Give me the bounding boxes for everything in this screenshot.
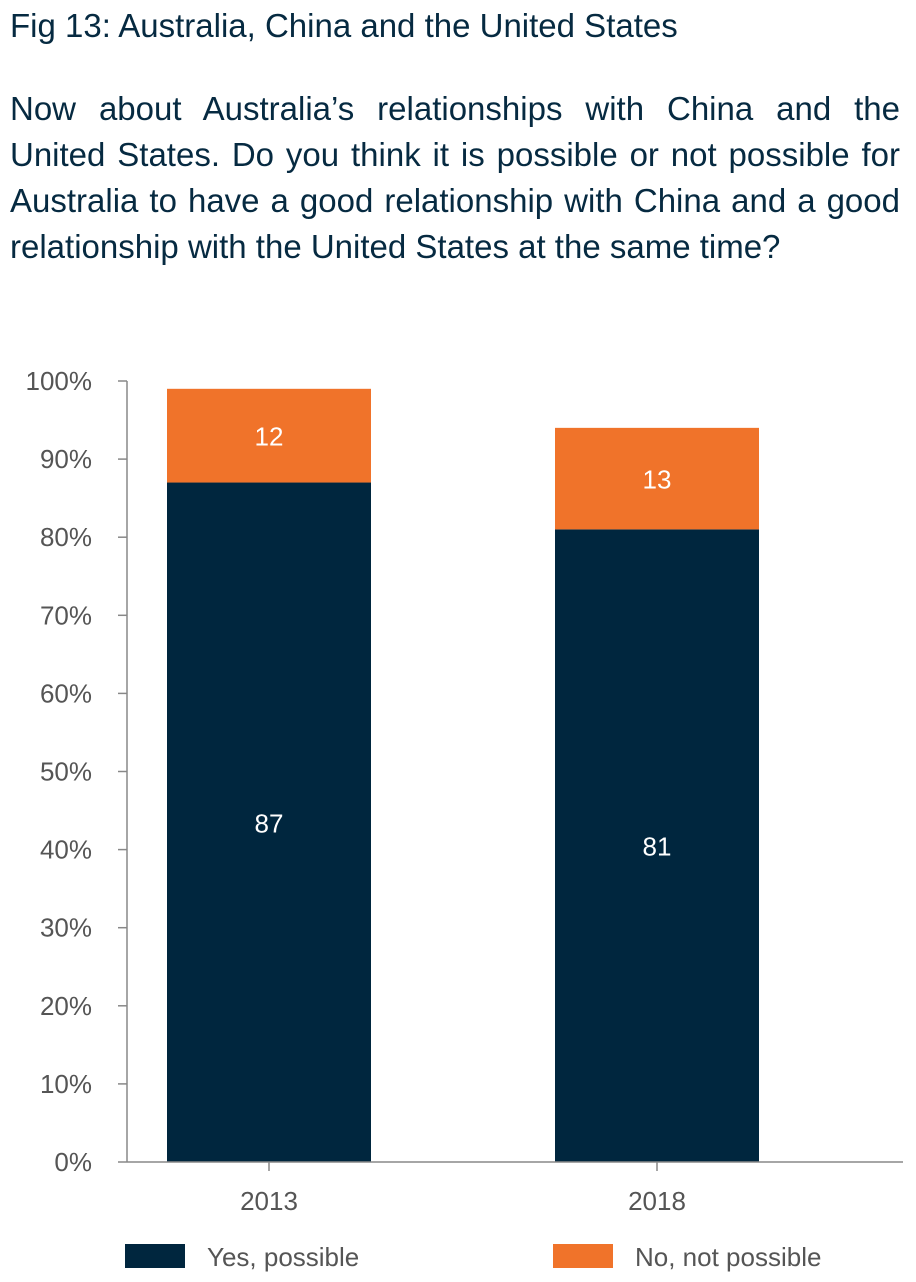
x-tick-label: 2018 (628, 1186, 686, 1216)
legend-label: Yes, possible (207, 1242, 359, 1272)
data-label: 87 (255, 808, 284, 838)
legend-label: No, not possible (635, 1242, 821, 1272)
legend-swatch (553, 1244, 613, 1268)
legend: Yes, possible No, not possible (125, 1242, 821, 1272)
y-tick-label: 80% (40, 522, 92, 552)
x-axis: 2013 2018 (127, 1161, 903, 1216)
data-label: 12 (255, 422, 284, 452)
bar-segment-yes-2013 (167, 482, 371, 1162)
data-label: 81 (643, 832, 672, 862)
survey-question: Now about Australia’s relationships with… (10, 90, 900, 265)
y-tick-label: 90% (40, 444, 92, 474)
x-tick-label: 2013 (240, 1186, 298, 1216)
y-tick-label: 10% (40, 1069, 92, 1099)
legend-swatch (125, 1244, 185, 1268)
y-axis: 0% 10% 20% 30% 40% 50% 60% 70% 80% 90% 100% (26, 366, 128, 1177)
bar-segment-no-2013 (167, 388, 371, 483)
y-tick-label: 20% (40, 991, 92, 1021)
bar-segment-yes-2018 (555, 529, 759, 1162)
y-tick-label: 50% (40, 757, 92, 787)
figure-title: Fig 13: Australia, China and the United … (10, 7, 678, 44)
y-tick-label: 70% (40, 600, 92, 630)
bars: 87 12 81 13 (167, 388, 759, 1162)
y-tick-label: 40% (40, 835, 92, 865)
y-tick-label: 60% (40, 678, 92, 708)
data-label: 13 (643, 465, 672, 495)
y-tick-label: 100% (26, 366, 93, 396)
y-tick-label: 30% (40, 913, 92, 943)
bar-segment-no-2018 (555, 427, 759, 530)
y-tick-label: 0% (54, 1147, 92, 1177)
